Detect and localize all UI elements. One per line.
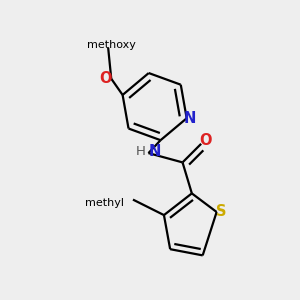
Text: methyl: methyl [85, 198, 124, 208]
Text: O: O [99, 71, 111, 86]
Text: N: N [148, 144, 161, 159]
Text: N: N [184, 111, 196, 126]
Text: S: S [216, 205, 226, 220]
Text: methoxy: methoxy [87, 40, 136, 50]
Text: H: H [136, 145, 146, 158]
Text: O: O [200, 133, 212, 148]
